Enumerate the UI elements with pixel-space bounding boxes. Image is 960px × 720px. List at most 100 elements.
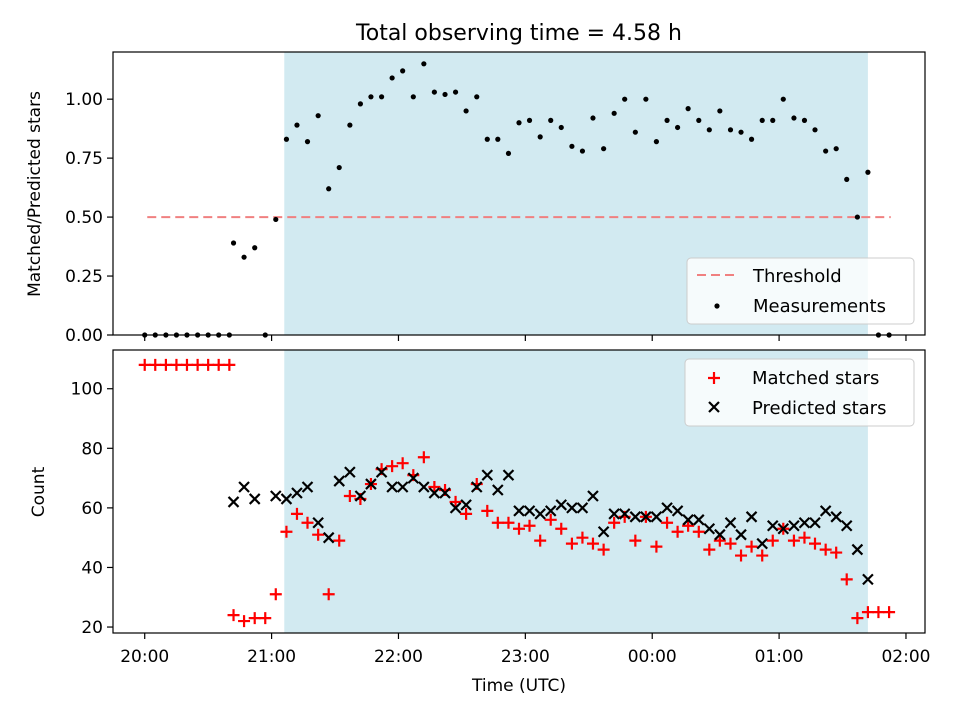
matched-star-point	[608, 516, 621, 529]
y-tick-label: 40	[81, 558, 103, 578]
bottom-x-ticks: 20:00 21:00 22:00 23:00 00:00 01:00 02:00	[120, 633, 930, 667]
matched-star-point	[840, 573, 853, 586]
predicted-star-point	[693, 514, 705, 526]
measurement-point	[780, 96, 786, 102]
matched-star-point	[872, 606, 885, 619]
x-tick-label: 20:00	[120, 647, 169, 667]
matched-star-point	[766, 534, 779, 547]
measurement-point	[283, 136, 290, 142]
matched-star-point	[883, 606, 896, 619]
legend-threshold-label: Threshold	[752, 266, 842, 287]
predicted-star-point	[566, 502, 578, 514]
matched-star-point	[756, 549, 769, 562]
measurement-point	[357, 101, 364, 107]
y-tick-label: 0.00	[65, 326, 103, 346]
predicted-star-point	[756, 537, 768, 550]
predicted-star-point	[301, 481, 314, 493]
matched-star-point	[586, 537, 599, 550]
chart-title: Total observing time = 4.58 h	[355, 21, 682, 46]
matched-star-point	[138, 358, 151, 371]
x-tick-label: 01:00	[755, 647, 804, 667]
matched-star-point	[502, 516, 515, 529]
predicted-star-point	[523, 505, 536, 517]
predicted-star-point	[608, 508, 620, 520]
measurement-point	[368, 94, 374, 100]
matched-star-point	[386, 460, 399, 473]
legend-predicted-label: Predicted stars	[752, 398, 886, 419]
predicted-star-point	[745, 511, 758, 523]
matched-star-point	[703, 543, 716, 556]
matched-star-point	[851, 612, 864, 625]
predicted-star-point	[386, 481, 398, 493]
predicted-star-point	[428, 487, 441, 499]
matched-star-point	[290, 507, 303, 520]
top-y-ticks: 0.00 0.25 0.50 0.75 1.00	[65, 90, 113, 346]
predicted-star-point	[650, 511, 663, 523]
y-tick-label: 0.50	[65, 208, 103, 228]
measurement-point	[590, 115, 596, 121]
measurement-point	[801, 117, 808, 123]
measurement-point	[823, 148, 829, 154]
measurement-point	[791, 115, 797, 121]
bottom-legend-box	[684, 358, 915, 427]
matched-star-point	[798, 531, 811, 544]
legend-matched-swatch	[708, 372, 720, 384]
measurement-point	[526, 117, 533, 123]
measurement-point	[304, 139, 311, 145]
x-axis-label: Time (UTC)	[471, 676, 566, 696]
measurement-point	[759, 117, 765, 123]
predicted-star-point	[513, 505, 525, 517]
predicted-star-point	[809, 517, 821, 529]
predicted-star-point	[227, 496, 240, 508]
predicted-star-point	[788, 519, 800, 532]
measurement-point	[812, 127, 818, 133]
measurement-point	[273, 216, 279, 223]
measurement-point	[865, 169, 871, 175]
predicted-star-point	[661, 502, 673, 514]
matched-star-point	[534, 534, 547, 547]
measurement-point	[421, 61, 427, 67]
top-legend-box	[686, 257, 915, 325]
measurement-point	[717, 108, 723, 114]
measurement-point	[854, 214, 860, 220]
measurement-point	[347, 122, 353, 128]
bottom-axes-frame	[112, 349, 926, 634]
predicted-star-point	[640, 511, 652, 523]
matched-star-point	[745, 540, 758, 553]
predicted-star-point	[724, 517, 737, 529]
matched-star-point	[396, 457, 409, 470]
matched-star-point	[808, 537, 821, 550]
measurement-point	[294, 122, 300, 128]
measurement-point	[696, 117, 702, 123]
measurement-point	[484, 136, 490, 142]
predicted-star-point	[238, 481, 250, 493]
legend-measurements-swatch	[714, 303, 720, 309]
top-legend: Threshold Measurements	[686, 257, 915, 325]
predicted-star-point	[576, 502, 589, 514]
matched-star-point	[481, 504, 494, 517]
x-tick-label: 22:00	[374, 647, 423, 667]
measurement-point	[833, 146, 839, 152]
matched-star-point	[149, 358, 162, 371]
predicted-star-point	[291, 487, 303, 499]
y-tick-label: 100	[71, 380, 103, 400]
predicted-star-point	[587, 490, 599, 502]
predicted-star-point	[333, 475, 345, 487]
measurement-point	[685, 106, 691, 112]
matched-star-point	[212, 358, 225, 371]
matched-star-point	[460, 507, 473, 520]
matched-star-point	[692, 525, 705, 538]
measurement-point	[558, 124, 564, 131]
predicted-star-point	[534, 508, 546, 520]
measurement-point	[622, 96, 628, 102]
matched-star-point	[682, 519, 695, 532]
measurement-point	[431, 89, 437, 95]
predicted-star-point	[777, 522, 790, 535]
predicted-star-point	[714, 528, 726, 541]
measurement-point	[643, 96, 649, 102]
legend-measurements-label: Measurements	[753, 296, 886, 317]
measurement-point	[505, 150, 512, 157]
predicted-star-point	[312, 517, 324, 529]
x-tick-label: 00:00	[628, 647, 677, 667]
